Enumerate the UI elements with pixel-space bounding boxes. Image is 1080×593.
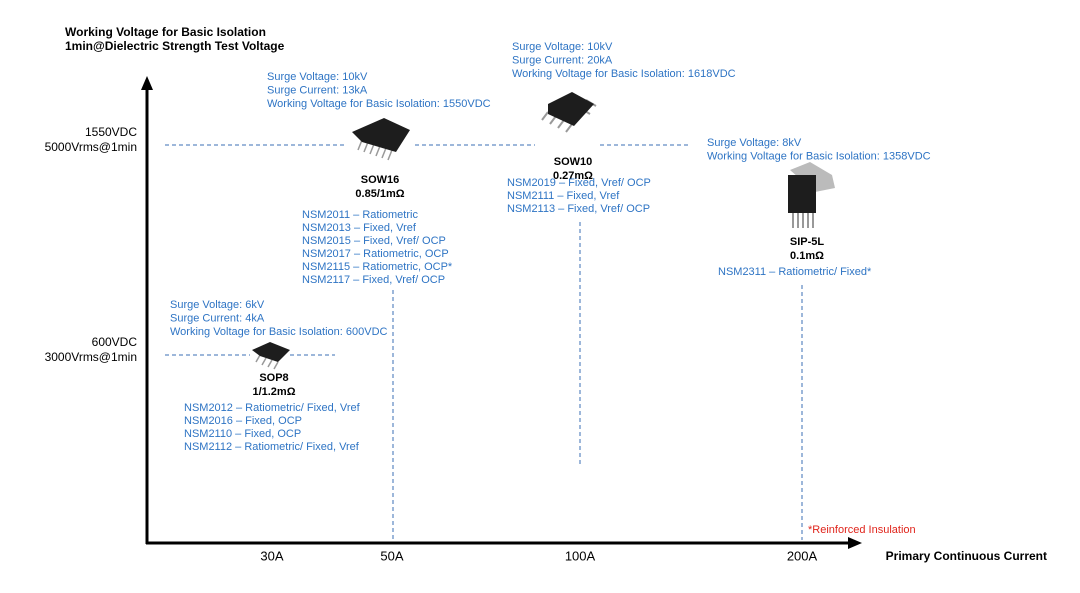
spec-line: Surge Voltage: 10kV [267, 71, 368, 83]
part-line: NSM2113 – Fixed, Vref/ OCP [507, 203, 650, 215]
y-level-label: 1550VDC [85, 125, 137, 139]
part-line: NSM2110 – Fixed, OCP [184, 428, 301, 440]
x-axis-title: Primary Continuous Current [886, 549, 1047, 563]
axes [141, 76, 862, 549]
package-name: SIP-5L [790, 236, 825, 248]
guide-lines [165, 144, 803, 540]
sow10-icon [541, 92, 597, 133]
part-line: NSM2017 – Ratiometric, OCP [302, 248, 449, 260]
sop8-icon [252, 342, 290, 370]
spec-line: Surge Current: 13kA [267, 84, 368, 96]
y-level-label: 5000Vrms@1min [45, 140, 137, 154]
spec-line: Surge Voltage: 6kV [170, 299, 265, 311]
y-axis-title: Working Voltage for Basic Isolation [65, 25, 266, 39]
sip5l-icon [788, 162, 835, 228]
spec-line: Working Voltage for Basic Isolation: 135… [707, 150, 931, 162]
package-resistance: 1/1.2mΩ [252, 386, 295, 398]
part-line: NSM2011 – Ratiometric [302, 209, 418, 221]
part-line: NSM2115 – Ratiometric, OCP* [302, 261, 453, 273]
spec-line: Surge Current: 4kA [170, 312, 265, 324]
x-axis-label: 200A [787, 548, 818, 563]
part-line: NSM2111 – Fixed, Vref [507, 190, 620, 202]
spec-line: Surge Voltage: 8kV [707, 137, 802, 149]
part-line: NSM2016 – Fixed, OCP [184, 415, 302, 427]
y-axis-title: 1min@Dielectric Strength Test Voltage [65, 39, 285, 53]
spec-line: Working Voltage for Basic Isolation: 155… [267, 98, 491, 110]
x-axis-label: 100A [565, 548, 596, 563]
spec-line: Working Voltage for Basic Isolation: 161… [512, 68, 736, 80]
part-line: NSM2117 – Fixed, Vref/ OCP [302, 274, 445, 286]
y-level-label: 600VDC [92, 335, 138, 349]
spec-line: Working Voltage for Basic Isolation: 600… [170, 326, 388, 338]
part-line: NSM2012 – Ratiometric/ Fixed, Vref [184, 402, 361, 414]
spec-line: Surge Voltage: 10kV [512, 41, 613, 53]
package-name: SOP8 [259, 372, 288, 384]
package-resistance: 0.85/1mΩ [355, 188, 404, 200]
sow16-icon [352, 118, 410, 161]
package-name: SOW16 [361, 174, 400, 186]
part-line: NSM2013 – Fixed, Vref [302, 222, 417, 234]
y-level-label: 3000Vrms@1min [45, 350, 137, 364]
package-name: SOW10 [554, 156, 593, 168]
spec-line: Surge Current: 20kA [512, 54, 613, 66]
part-line: NSM2112 – Ratiometric/ Fixed, Vref [184, 441, 360, 453]
footnote: *Reinforced Insulation [808, 524, 916, 536]
package-resistance: 0.1mΩ [790, 250, 824, 262]
x-axis-label: 30A [260, 548, 283, 563]
part-line: NSM2311 – Ratiometric/ Fixed* [718, 266, 872, 278]
x-axis-label: 50A [380, 548, 403, 563]
package-resistance: 0.27mΩ [553, 170, 593, 182]
part-line: NSM2019 – Fixed, Vref/ OCP [507, 177, 651, 189]
part-line: NSM2015 – Fixed, Vref/ OCP [302, 235, 446, 247]
